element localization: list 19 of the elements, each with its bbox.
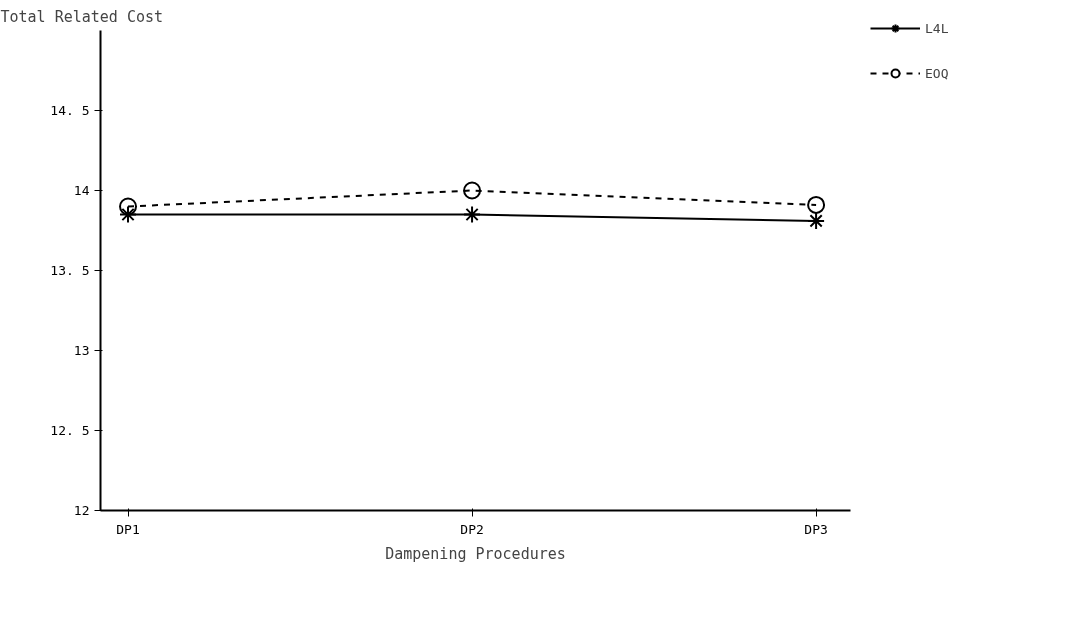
y-tick-label: 12 xyxy=(73,503,90,518)
y-tick-label: 12. 5 xyxy=(50,423,90,438)
y-tick-label: 13. 5 xyxy=(50,263,90,278)
x-tick-label: DP1 xyxy=(116,521,140,537)
y-tick-label: 13 xyxy=(73,343,90,358)
x-tick-label: DP3 xyxy=(804,521,828,537)
point xyxy=(119,205,138,224)
y-axis-title: Total Related Cost xyxy=(0,7,164,26)
legend-label: EOQ xyxy=(925,65,949,81)
point xyxy=(463,181,482,200)
legend-label: L4L xyxy=(925,20,949,36)
point xyxy=(807,195,826,214)
point xyxy=(119,197,138,216)
y-tick-label: 14. 5 xyxy=(50,103,90,118)
x-tick-label: DP2 xyxy=(460,521,484,537)
x-axis-title: Dampening Procedures xyxy=(385,544,566,563)
y-tick-label: 14 xyxy=(73,183,90,198)
point xyxy=(463,205,482,224)
point xyxy=(807,211,826,230)
